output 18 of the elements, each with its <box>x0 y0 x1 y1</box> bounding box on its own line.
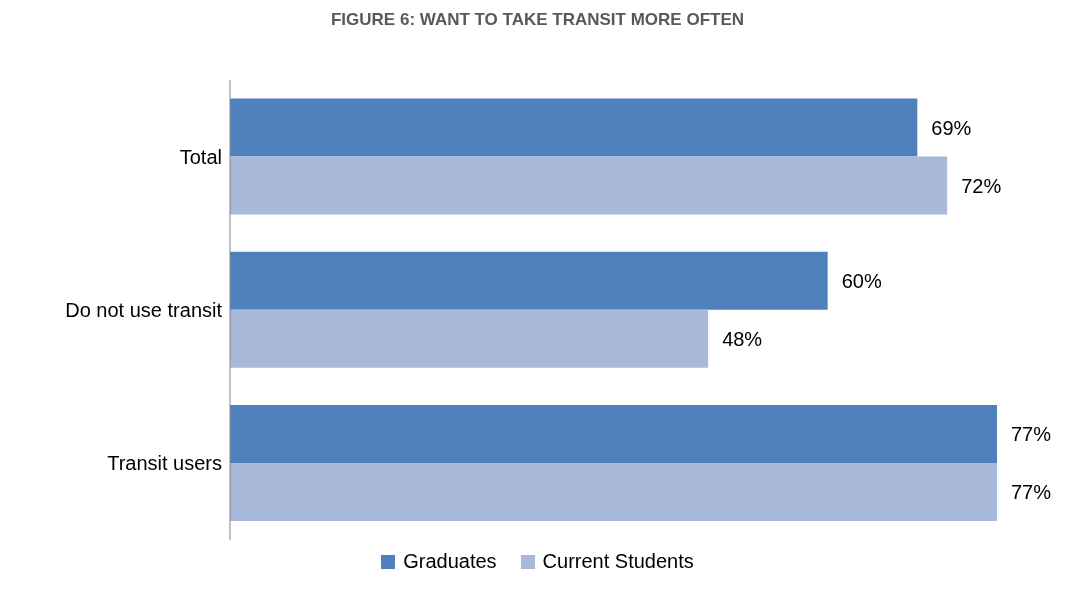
legend-label: Current Students <box>541 550 694 573</box>
legend-label: Graduates <box>402 550 497 573</box>
bar <box>230 251 828 310</box>
y-tick-label: Transit users <box>107 452 222 475</box>
bar <box>230 463 997 522</box>
chart-title: FIGURE 6: WANT TO TAKE TRANSIT MORE OFTEN <box>330 9 745 31</box>
data-label: 60% <box>841 269 882 292</box>
bar <box>230 405 997 464</box>
bar <box>230 156 948 215</box>
bar <box>230 98 918 157</box>
data-label: 77% <box>1011 481 1052 504</box>
y-tick-label: Do not use transit <box>65 299 223 322</box>
data-label: 72% <box>961 174 1002 197</box>
data-label: 48% <box>722 327 763 350</box>
data-label: 69% <box>931 116 972 139</box>
y-tick-label: Total <box>179 145 222 168</box>
bar <box>230 309 709 368</box>
data-label: 77% <box>1011 423 1052 446</box>
